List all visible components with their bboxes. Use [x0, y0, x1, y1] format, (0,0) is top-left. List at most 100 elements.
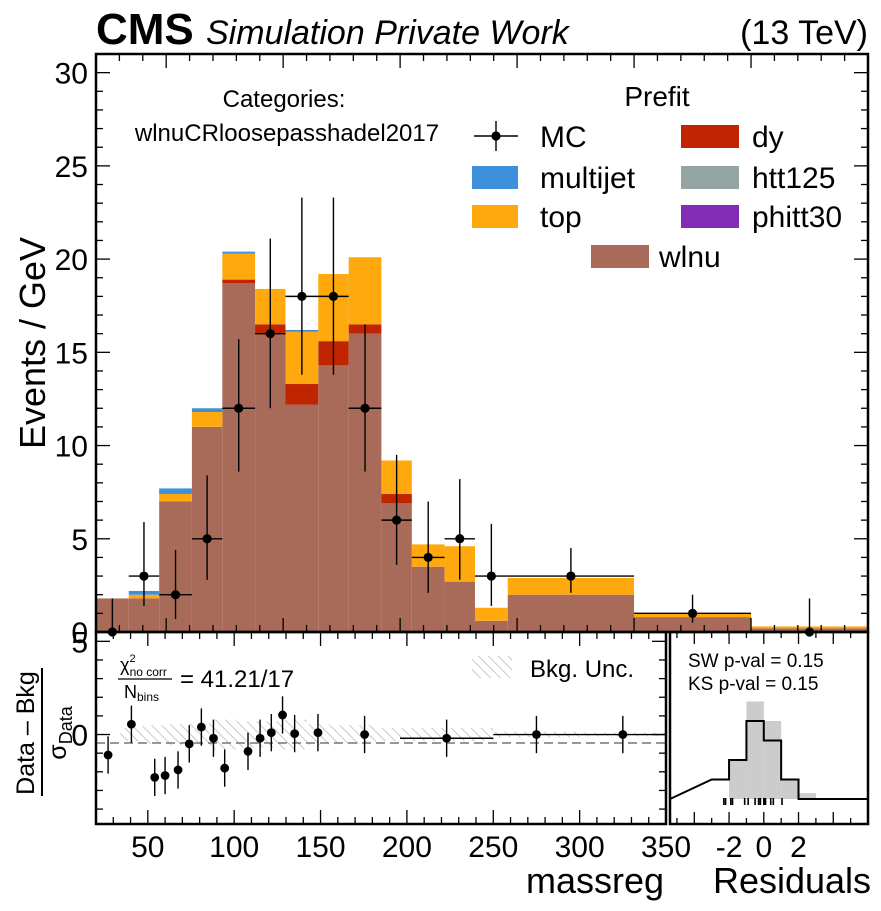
pull-point-1: [127, 705, 136, 743]
pull-point-10: [255, 719, 265, 757]
stacked-histogram: [96, 251, 868, 632]
data-point-1: [128, 521, 160, 606]
legend: Prefit MC dy multijet htt125 top: [472, 81, 842, 274]
svg-text:Nbins: Nbins: [124, 682, 159, 704]
bar-top-8: [348, 257, 382, 325]
legend-entry-htt125: htt125: [681, 162, 835, 195]
residual-axis-ticks: -2 0 2: [676, 632, 869, 864]
legend-entry-multijet: multijet: [472, 162, 636, 195]
energy-label: (13 TeV): [740, 14, 868, 52]
pull-point-3: [160, 756, 170, 795]
pull-point-8: [220, 749, 230, 787]
residual-fill-bar-3: [763, 721, 782, 799]
bkg-unc-label: Bkg. Unc.: [530, 656, 634, 683]
pull-point-15: [360, 715, 369, 754]
legend-title: Prefit: [624, 81, 690, 112]
bar-wlnu-11: [444, 581, 475, 632]
cms-label: CMS: [96, 5, 194, 54]
data-point-7: [318, 197, 349, 375]
chi2-annotation: χ2 no corr Nbins = 41.21/17: [118, 653, 294, 704]
legend-swatch-top: [472, 205, 518, 228]
bkg-unc-swatch: [472, 656, 512, 678]
bar-dy-6: [285, 384, 319, 405]
pull-point-14: [313, 714, 323, 752]
pull-point-0: [103, 736, 113, 774]
data-point-11: [444, 479, 475, 580]
ks-pval: KS p-val = 0.15: [688, 674, 818, 695]
main-xlabel: massreg: [526, 860, 664, 901]
ratio-ylabel-denominator: σData: [44, 705, 76, 759]
bar-wlnu-13: [507, 594, 635, 632]
legend-label-wlnu: wlnu: [658, 241, 721, 274]
residual-fill-bar-4: [781, 779, 799, 799]
legend-swatch-dy: [681, 125, 739, 148]
main-ylabel: Events / GeV: [12, 237, 53, 449]
pull-point-12: [278, 696, 287, 734]
main-xtick-label: 250: [468, 831, 518, 864]
main-xtick-label: 350: [641, 831, 691, 864]
data-point-2: [159, 549, 192, 619]
pull-point-17: [493, 715, 580, 754]
bar-multijet-4: [222, 251, 256, 254]
residual-histograms: [669, 701, 868, 800]
legend-label-mc: MC: [540, 121, 587, 154]
data-point-12: [474, 523, 508, 606]
main-ytick-label: 5: [71, 524, 88, 557]
main-ytick-label: 15: [55, 337, 88, 370]
main-panel: 0 5 10 15 20 25 30 Events / GeV Categories: wl…: [12, 52, 870, 650]
legend-swatch-phitt30: [681, 205, 739, 228]
main-xtick-label: 50: [131, 831, 164, 864]
main-ytick-label: 30: [55, 58, 88, 91]
pull-point-5: [184, 725, 194, 763]
data-point-9: [381, 454, 412, 565]
unc-band-3: [166, 724, 190, 745]
main-ytick-label: 0: [71, 617, 88, 650]
pull-points: [103, 696, 666, 797]
sw-pval: SW p-val = 0.15: [688, 651, 824, 672]
residual-fill-bar-1: [729, 760, 747, 799]
main-xtick-label: 200: [382, 831, 432, 864]
legend-label-top: top: [540, 201, 582, 234]
residual-outline-hist: [669, 720, 868, 800]
category-label: Categories:: [223, 86, 346, 113]
legend-label-multijet: multijet: [540, 162, 636, 195]
bar-wlnu-14: [634, 617, 752, 632]
legend-label-htt125: htt125: [752, 162, 835, 195]
legend-entry-top: top: [472, 201, 582, 234]
data-point-8: [348, 324, 382, 472]
residual-fill-bar-5: [798, 793, 816, 799]
bar-top-4: [222, 253, 256, 280]
unc-band-10: [329, 725, 354, 744]
pull-point-7: [209, 719, 218, 757]
main-xlabel-group: massreg: [526, 860, 664, 901]
pull-point-9: [243, 732, 253, 770]
pull-point-18: [579, 715, 666, 754]
ratio-frame: [94, 630, 668, 826]
residual-panel: -2 0 2 SW p-val = 0.15 KS p-val = 0.15 Res…: [668, 630, 871, 901]
category-name: wlnuCRloosepasshadel2017: [134, 120, 439, 147]
unc-band-12: [375, 728, 400, 742]
main-ytick-label: 10: [55, 431, 88, 464]
pull-point-4: [173, 751, 183, 789]
residual-rug: [723, 798, 783, 805]
legend-label-dy: dy: [752, 121, 784, 154]
legend-entry-dy: dy: [681, 121, 784, 154]
pull-point-13: [290, 714, 300, 753]
legend-swatch-multijet: [472, 166, 518, 189]
data-point-13: [507, 548, 635, 593]
legend-label-phitt30: phitt30: [752, 201, 842, 234]
bar-top-2: [159, 494, 192, 502]
bar-multijet-2: [159, 488, 192, 495]
bar-wlnu-7: [318, 365, 349, 632]
data-point-5: [255, 238, 286, 409]
data-points: [96, 197, 868, 637]
chi2-value: = 41.21/17: [180, 666, 294, 693]
pull-point-16: [400, 719, 494, 757]
main-xtick-label: 300: [555, 831, 605, 864]
pull-point-11: [266, 714, 276, 752]
legend-swatch-htt125: [681, 166, 739, 189]
bar-top-3: [191, 411, 223, 427]
residual-xlabel: Residuals: [713, 860, 871, 901]
residual-xtick-label: -2: [716, 831, 743, 864]
